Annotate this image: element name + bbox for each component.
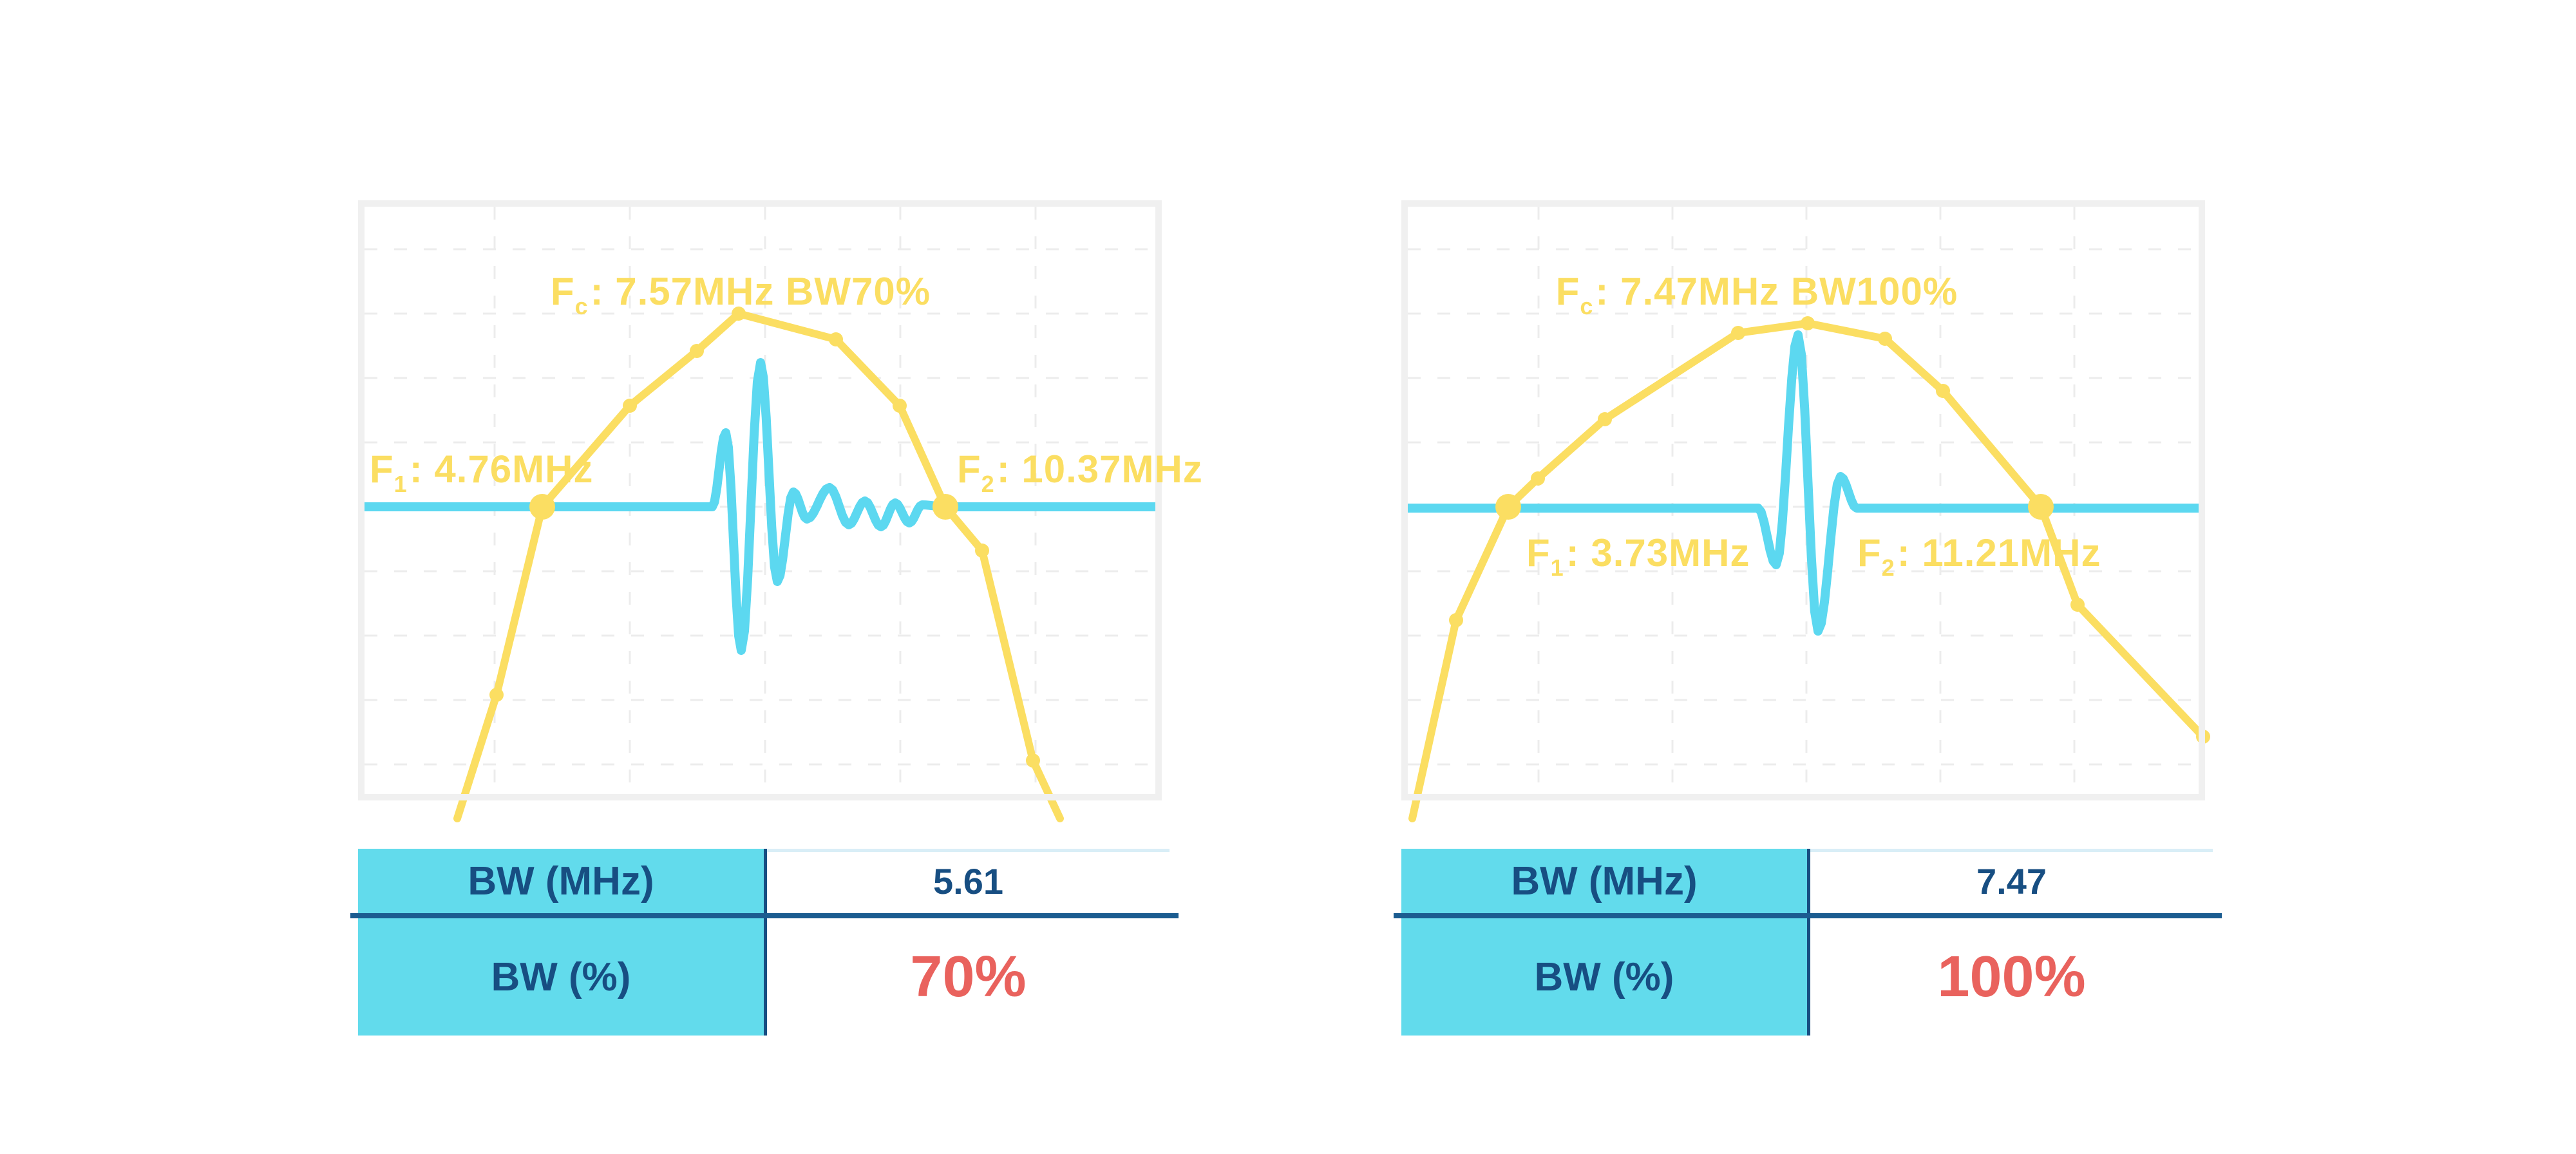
plot-canvas-left	[358, 207, 1162, 822]
fc-subscript: c	[1580, 293, 1594, 320]
fc-subscript: c	[574, 293, 589, 320]
fc-value: : 7.47MHz BW100%	[1595, 270, 1958, 313]
f2-annotation-right: F2: 11.21MHz	[1857, 534, 2101, 580]
bw-mhz-header: BW (MHz)	[468, 858, 654, 903]
spectrum-plot-left: Fc: 7.57MHz BW70% F1: 4.76MHz F2: 10.37M…	[358, 200, 1202, 822]
f2-value: : 10.37MHz	[996, 448, 1203, 491]
bw-table-header-column: BW (MHz) BW (%)	[358, 849, 764, 1036]
f1-symbol: F	[370, 448, 394, 491]
f2-value: : 11.21MHz	[1897, 531, 2101, 574]
f2-annotation-left: F2: 10.37MHz	[957, 450, 1203, 496]
fc-value: : 7.57MHz BW70%	[590, 270, 931, 313]
f2-subscript: 2	[1881, 554, 1895, 582]
f1-annotation-left: F1: 4.76MHz	[370, 450, 593, 496]
spectrum-plot-right: Fc: 7.47MHz BW100% F1: 3.73MHz F2: 11.21…	[1401, 200, 2210, 822]
f2-subscript: 2	[981, 471, 995, 498]
bw-mhz-header: BW (MHz)	[1511, 858, 1698, 903]
f2-symbol: F	[1857, 531, 1882, 574]
fc-symbol: F	[550, 270, 575, 313]
f1-value: : 4.76MHz	[409, 448, 594, 491]
bw-percent-header: BW (%)	[1534, 954, 1674, 999]
f1-symbol: F	[1526, 531, 1551, 574]
table-column-divider	[1807, 849, 1810, 1036]
bw-table-value-column: 5.61 70%	[767, 849, 1170, 1036]
bw-percent-value: 100%	[1937, 944, 2086, 1009]
fc-annotation-left: Fc: 7.57MHz BW70%	[551, 272, 931, 318]
bw-mhz-value: 7.47	[1976, 860, 2047, 902]
f1-subscript: 1	[393, 471, 408, 498]
fc-symbol: F	[1555, 270, 1580, 313]
bw-table-value-column: 7.47 100%	[1810, 849, 2213, 1036]
f2-symbol: F	[957, 448, 981, 491]
bw-percent-value: 70%	[910, 944, 1027, 1009]
bw-mhz-value: 5.61	[933, 860, 1003, 902]
table-row-divider	[350, 913, 1179, 918]
table-top-rule	[1807, 849, 2213, 852]
f1-subscript: 1	[1550, 554, 1564, 582]
bw-table-header-column: BW (MHz) BW (%)	[1401, 849, 1807, 1036]
plot-canvas-right	[1401, 207, 2210, 822]
table-top-rule	[764, 849, 1170, 852]
table-column-divider	[764, 849, 767, 1036]
table-row-divider	[1394, 913, 2222, 918]
f1-value: : 3.73MHz	[1566, 531, 1750, 574]
fc-annotation-right: Fc: 7.47MHz BW100%	[1556, 272, 1958, 318]
bw-table-right: BW (MHz) BW (%) 7.47 100%	[1394, 849, 2222, 1036]
f1-annotation-right: F1: 3.73MHz	[1526, 534, 1750, 580]
bw-percent-header: BW (%)	[491, 954, 631, 999]
bw-table-left: BW (MHz) BW (%) 5.61 70%	[350, 849, 1179, 1036]
